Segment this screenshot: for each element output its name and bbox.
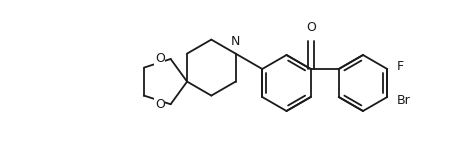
Text: Br: Br bbox=[397, 94, 411, 106]
Text: F: F bbox=[397, 60, 404, 72]
Text: O: O bbox=[155, 98, 165, 111]
Text: N: N bbox=[231, 35, 240, 48]
Text: O: O bbox=[306, 21, 316, 34]
Text: O: O bbox=[155, 52, 165, 66]
